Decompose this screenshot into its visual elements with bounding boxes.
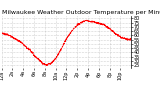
- Text: Milwaukee Weather Outdoor Temperature per Minute (Last 24 Hours): Milwaukee Weather Outdoor Temperature pe…: [2, 10, 160, 15]
